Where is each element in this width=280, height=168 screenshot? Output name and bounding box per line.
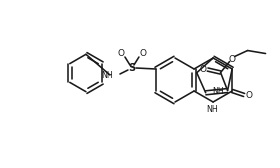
Text: NH: NH xyxy=(213,87,225,96)
Text: O: O xyxy=(228,55,235,64)
Text: NH: NH xyxy=(206,104,218,114)
Text: O: O xyxy=(139,49,146,57)
Text: O: O xyxy=(199,65,206,74)
Text: NH: NH xyxy=(101,71,113,79)
Text: O: O xyxy=(117,49,124,57)
Text: S: S xyxy=(129,63,136,73)
Text: O: O xyxy=(246,91,253,99)
